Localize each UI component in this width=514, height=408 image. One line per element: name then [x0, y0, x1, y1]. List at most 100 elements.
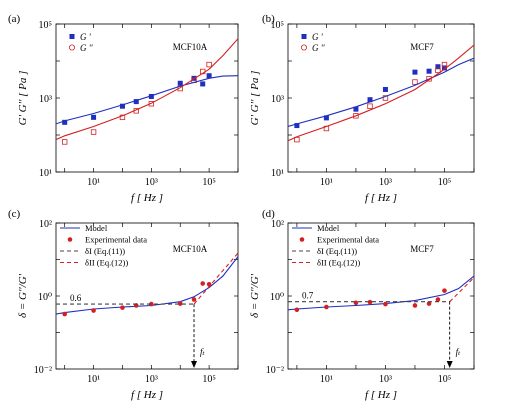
data-point-b [353, 113, 359, 119]
data-point-d [426, 301, 432, 306]
panel-b: 10¹ 10³ 10⁵ 10¹ 10³ 10⁵ f [ Hz ] G' G'' [ Pa ] (… [249, 13, 475, 204]
legend-label-a: G '' [80, 43, 94, 53]
y-tick-label-a: 10⁵ [39, 20, 53, 31]
x-tick-label-b: 10⁵ [438, 177, 452, 188]
x-tick-label-a: 10⁵ [202, 177, 216, 188]
x-tick-label-d: 10³ [379, 374, 392, 385]
data-point-b [412, 79, 418, 85]
data-point-a [61, 139, 68, 145]
y-tick-label-c: 10⁰ [38, 292, 52, 303]
x-tick-label-d: 10⁵ [438, 374, 452, 385]
y-tick-label-c: 10² [39, 219, 52, 230]
data-point-c [177, 301, 183, 306]
panel-c: 10¹ 10³ 10⁵ 10⁻² 10⁰ 10² f [ Hz ] δ = G''/G' (c)… [8, 208, 239, 401]
data-point-b [426, 68, 432, 74]
data-point-c [91, 308, 96, 313]
data-point-d [367, 299, 373, 305]
y-tick-label-d: 10⁰ [270, 292, 284, 303]
crossover-label-d: fₜ [456, 347, 462, 357]
dashed-line-d-3 [449, 277, 474, 303]
legend-label-c: Experimental data [85, 235, 147, 245]
y-tick-label-b: 10⁵ [271, 20, 285, 31]
x-tick-label-a: 10¹ [87, 177, 100, 188]
data-point-c [120, 305, 125, 310]
y-axis-label-b: G' G'' [ Pa ] [249, 71, 261, 126]
panel-label-d: (d) [262, 208, 275, 220]
legend-marker-a [69, 44, 76, 51]
data-point-b [441, 61, 448, 68]
model-line-c-0 [56, 256, 238, 315]
y-tick-label-b: 10¹ [271, 168, 284, 179]
panel-label-a: (a) [8, 13, 21, 25]
data-point-b [367, 103, 373, 109]
y-axis-label-d: δ = G''/G' [249, 273, 261, 318]
x-axis-label-a: f [ Hz ] [131, 192, 163, 204]
crossover-arrow-c [191, 361, 198, 368]
crossover-label-c: fₜ [200, 347, 206, 357]
data-point-b [294, 123, 300, 129]
data-point-b [382, 95, 389, 101]
x-tick-label-c: 10⁵ [202, 374, 216, 385]
legend-label-d: Model [317, 223, 340, 233]
data-point-d [383, 301, 388, 307]
x-tick-label-b: 10¹ [320, 177, 333, 188]
data-point-a [206, 73, 212, 79]
legend-label-c: δII (Eq.(12)) [85, 258, 128, 268]
y-axis-label-c: δ = G''/G' [17, 273, 29, 318]
y-tick-label-d: 10² [271, 219, 284, 230]
data-point-b [412, 69, 418, 75]
data-point-b [441, 65, 447, 71]
data-point-a [62, 119, 68, 125]
data-point-b [435, 67, 441, 74]
reference-value-label-d: 0.7 [302, 291, 314, 301]
panel-a: 10¹ 10³ 10⁵ 10¹ 10³ 10⁵ f [ Hz ] G' G'' [ Pa ] (… [8, 13, 239, 204]
plot-area-b [288, 44, 474, 143]
data-point-c [191, 297, 197, 302]
data-point-b [435, 64, 441, 70]
data-point-a [200, 81, 206, 87]
legend-marker-b [300, 44, 307, 51]
data-point-c [200, 281, 206, 286]
data-point-d [442, 288, 447, 293]
cell-line-annotation-d: MCF7 [410, 244, 434, 254]
legend-marker-d [299, 237, 305, 242]
legend-marker-b [301, 34, 307, 39]
x-axis-label-d: f [ Hz ] [365, 389, 397, 401]
data-point-b [367, 97, 373, 103]
legend-label-a: G ' [80, 32, 92, 42]
legend-label-d: δI (Eq.(11)) [317, 246, 357, 256]
panel-label-c: (c) [8, 208, 21, 220]
data-point-d [412, 303, 418, 308]
data-point-b [294, 136, 300, 143]
data-point-a [133, 99, 139, 105]
crossover-arrow-d [446, 361, 453, 368]
legend-marker-c [67, 237, 73, 242]
data-point-a [119, 114, 126, 121]
legend-label-b: G '' [312, 43, 326, 53]
x-tick-label-d: 10¹ [320, 374, 333, 385]
data-point-a [177, 80, 183, 86]
plot-frame-d [287, 222, 475, 370]
model-line-d-0 [288, 275, 474, 311]
data-point-d [435, 297, 441, 302]
y-tick-label-d: 10⁻² [266, 365, 284, 376]
x-axis-label-b: f [ Hz ] [365, 192, 397, 204]
x-tick-label-c: 10¹ [87, 374, 100, 385]
model-line-b-3 [288, 44, 474, 142]
x-axis-label-c: f [ Hz ] [131, 389, 163, 401]
data-point-c [149, 301, 154, 307]
model-line-a-2 [56, 75, 238, 125]
x-tick-label-c: 10³ [145, 374, 158, 385]
reference-value-label-c: 0.6 [70, 293, 82, 303]
y-tick-label-c: 10⁻² [34, 365, 52, 376]
panel-label-b: (b) [262, 13, 275, 25]
panel-d: 10¹ 10³ 10⁵ 10⁻² 10⁰ 10² f [ Hz ] δ = G''/G' (d)… [249, 208, 475, 401]
plot-area-a [56, 38, 238, 145]
model-line-a-3 [56, 38, 238, 141]
x-tick-label-b: 10³ [379, 177, 392, 188]
cell-line-annotation-c: MCF10A [173, 244, 208, 254]
legend-label-d: δII (Eq.(12)) [317, 258, 360, 268]
data-point-b [382, 86, 388, 92]
legend-label-c: Model [85, 223, 108, 233]
y-tick-label-b: 10³ [271, 94, 284, 105]
